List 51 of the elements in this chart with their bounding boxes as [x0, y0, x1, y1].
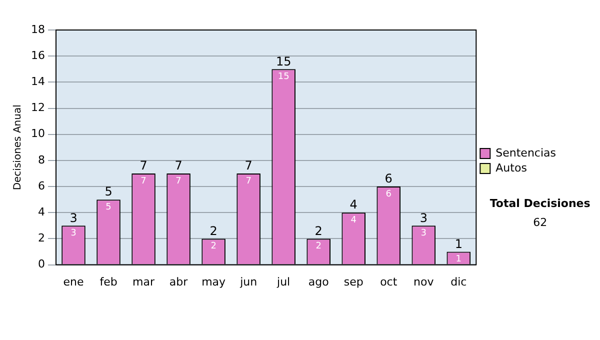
- total-label: 3: [70, 210, 78, 225]
- total-label: 5: [104, 184, 112, 199]
- total-label: 2: [314, 224, 322, 238]
- legend-label: Sentencias: [496, 146, 556, 160]
- y-tick-label: 12: [30, 101, 45, 114]
- y-tick-label: 2: [38, 232, 45, 245]
- y-tick-label: 6: [38, 179, 45, 192]
- total-label: 15: [276, 54, 292, 68]
- total-label: 1: [454, 236, 462, 251]
- y-tick-label: 18: [30, 22, 45, 36]
- x-tick-label: ene: [63, 275, 84, 288]
- total-label: 4: [350, 198, 358, 212]
- data-label: 15: [278, 72, 290, 82]
- data-label: 3: [70, 228, 76, 239]
- y-axis-title: Decisiones Anual: [12, 104, 24, 190]
- total-label: 3: [420, 210, 428, 225]
- x-tick-label: jun: [239, 275, 258, 288]
- data-label: 5: [106, 202, 112, 212]
- data-label: 1: [456, 254, 462, 265]
- x-tick-label: abr: [169, 275, 188, 288]
- y-tick-label: 4: [38, 205, 45, 218]
- total-label: 7: [244, 158, 252, 173]
- data-label: 2: [316, 242, 322, 252]
- legend-label: Autos: [496, 161, 528, 174]
- y-tick-label: 16: [30, 48, 45, 62]
- data-label: 3: [420, 228, 426, 239]
- x-tick-label: mar: [132, 275, 155, 288]
- total-label: 7: [174, 158, 182, 173]
- y-tick-label: 8: [38, 153, 45, 166]
- x-tick-label: dic: [450, 275, 467, 288]
- total-label: 6: [384, 172, 392, 186]
- y-tick-label: 0: [38, 258, 45, 271]
- x-tick-label: nov: [414, 275, 434, 288]
- data-label: 4: [350, 215, 357, 226]
- data-label: 2: [210, 242, 216, 252]
- data-label: 7: [140, 176, 146, 186]
- data-label: 7: [246, 176, 252, 186]
- text: 62: [533, 216, 548, 229]
- x-tick-label: feb: [100, 275, 118, 288]
- x-tick-label: ago: [308, 275, 330, 288]
- data-label: 7: [176, 176, 182, 186]
- y-tick-label: 14: [30, 75, 45, 88]
- y-tick-label: 10: [30, 127, 45, 140]
- x-tick-label: sep: [344, 275, 364, 288]
- data-label: 6: [386, 189, 392, 200]
- total-label: 7: [140, 158, 148, 173]
- text: Total Decisiones: [490, 196, 591, 210]
- x-tick-label: oct: [380, 275, 398, 288]
- x-tick-label: may: [202, 275, 226, 288]
- total-label: 2: [210, 224, 218, 238]
- x-tick-label: jul: [276, 275, 290, 288]
